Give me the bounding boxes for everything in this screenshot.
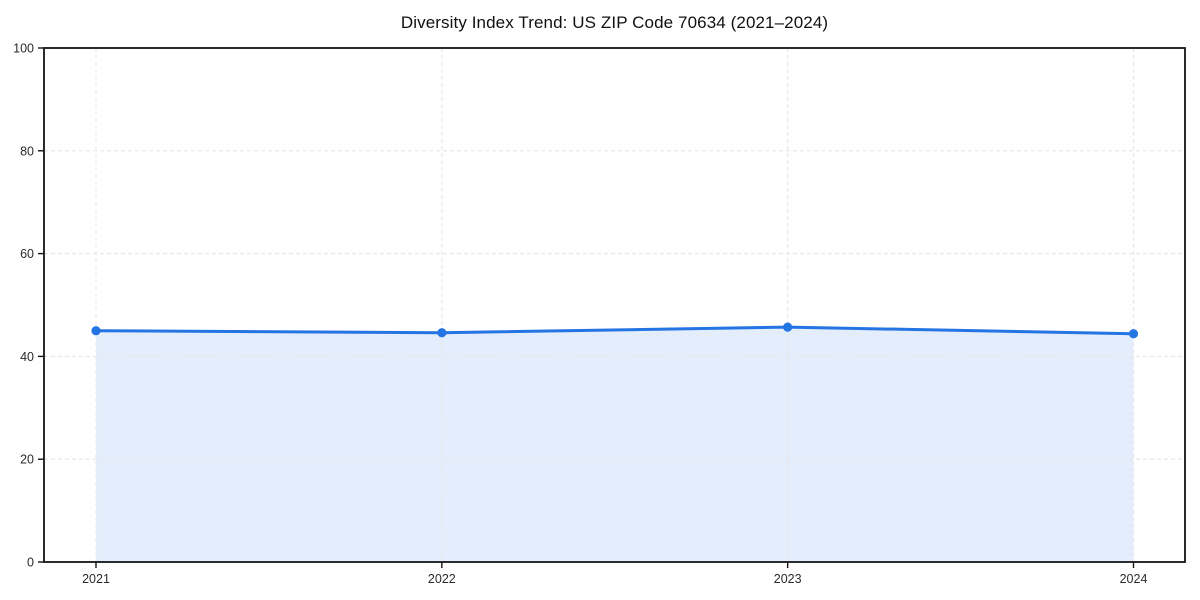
- x-tick-label: 2022: [428, 572, 456, 586]
- x-tick-label: 2021: [82, 572, 110, 586]
- data-point-marker: [91, 326, 101, 336]
- series-markers: [91, 322, 1139, 339]
- y-tick-label: 100: [13, 42, 34, 56]
- y-tick-label: 80: [20, 144, 34, 158]
- y-tick-label: 0: [27, 556, 34, 570]
- x-tick-label: 2024: [1120, 572, 1148, 586]
- y-axis: 0 20 40 60 80 100: [13, 42, 44, 570]
- y-tick-label: 60: [20, 247, 34, 261]
- x-axis: 2021 2022 2023 2024: [82, 562, 1147, 586]
- y-tick-label: 40: [20, 350, 34, 364]
- series-area-fill: [96, 327, 1134, 562]
- plot-spines: [43, 47, 1186, 563]
- chart-title: Diversity Index Trend: US ZIP Code 70634…: [400, 13, 829, 32]
- data-point-marker: [783, 322, 793, 332]
- data-point-marker: [1128, 329, 1139, 339]
- gridlines: [44, 48, 1185, 562]
- series-line: [94, 325, 1135, 336]
- x-tick-label: 2023: [774, 572, 802, 586]
- y-tick-label: 20: [20, 453, 34, 467]
- data-point-marker: [437, 328, 447, 338]
